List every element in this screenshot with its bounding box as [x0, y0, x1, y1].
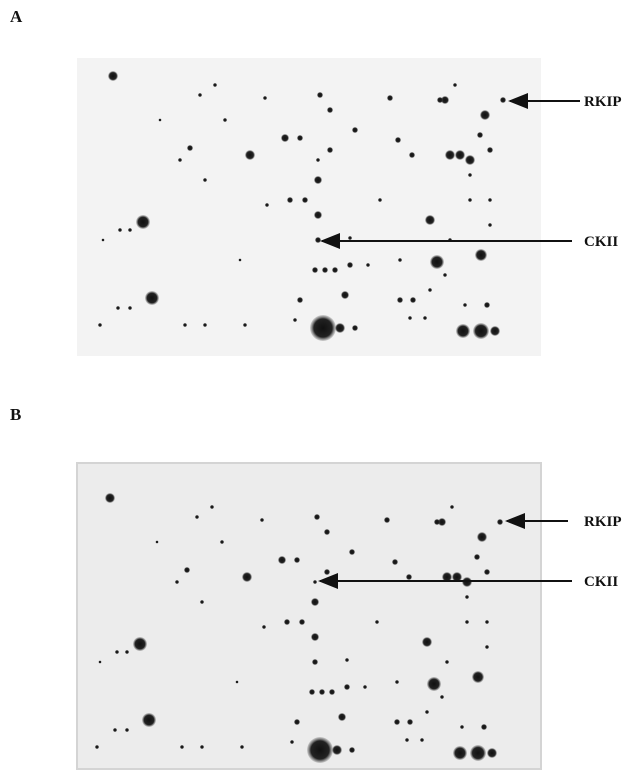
annotation: RKIP	[584, 514, 622, 530]
panel-label: A	[10, 7, 23, 26]
annotation: CKII	[584, 574, 618, 590]
annotation: CKII	[584, 234, 618, 250]
panel-label: B	[10, 405, 21, 424]
annotation: RKIP	[584, 94, 622, 110]
blot-image	[77, 58, 541, 356]
blot-image	[76, 462, 542, 770]
